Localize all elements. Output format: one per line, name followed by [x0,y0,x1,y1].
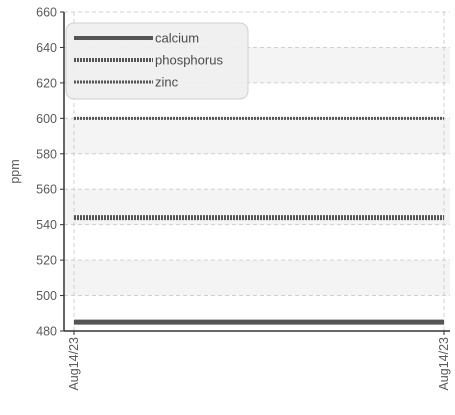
y-tick-label: 620 [36,76,57,90]
plot-band [65,118,450,154]
axes [63,12,450,332]
x-tick-label: Aug14/23 [437,337,451,391]
y-tick-label: 500 [36,289,57,303]
legend-label-calcium: calcium [155,31,199,46]
y-tick-label: 540 [36,218,57,232]
y-tick-label: 560 [36,183,57,197]
plot-band [65,260,450,296]
y-ticks: 480 500 520 540 560 580 600 620 640 660 [36,6,64,339]
y-tick-label: 480 [36,325,57,339]
series-lines [74,116,444,325]
y-tick-label: 640 [36,41,57,55]
y-tick-label: 580 [36,147,57,161]
legend-box [65,22,249,100]
y-axis-title: ppm [8,159,22,183]
y-tick-label: 600 [36,112,57,126]
x-tick-label: Aug14/23 [67,337,81,391]
y-tick-label: 660 [36,6,57,20]
y-tick-label: 520 [36,254,57,268]
legend-label-phosphorus: phosphorus [155,53,223,68]
legend-label-zinc: zinc [155,75,179,90]
x-ticks: Aug14/23 Aug14/23 [67,331,451,391]
legend[interactable]: calcium phosphorus zinc [65,22,249,100]
